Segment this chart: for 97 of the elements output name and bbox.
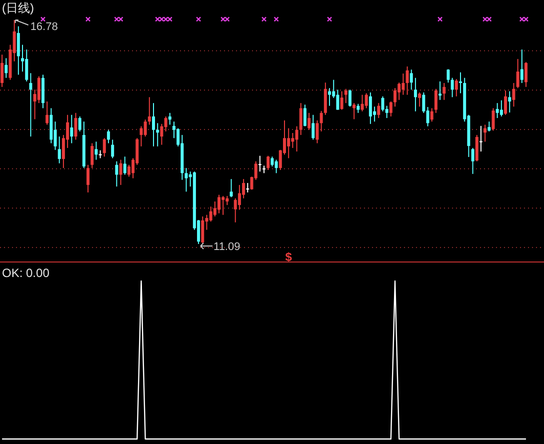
candlestick	[156, 122, 160, 147]
candlestick	[340, 90, 344, 110]
candlestick	[516, 58, 520, 89]
candlestick	[389, 100, 392, 117]
candlestick	[450, 77, 454, 98]
candlestick	[201, 216, 204, 244]
candlestick	[217, 194, 220, 214]
candlestick	[86, 164, 90, 193]
candlestick	[106, 129, 110, 144]
candlestick	[4, 58, 8, 78]
candlestick	[299, 102, 302, 136]
candlestick	[438, 80, 442, 100]
candlestick	[328, 88, 332, 106]
candlestick	[488, 121, 491, 132]
candlestick	[144, 119, 147, 138]
candlestick	[0, 54, 4, 88]
candlestick	[123, 156, 126, 176]
candlestick	[111, 139, 114, 159]
candlestick	[356, 103, 360, 114]
chart-title: (日线)	[2, 1, 34, 15]
candlestick	[90, 142, 94, 169]
candlestick	[492, 108, 495, 132]
candlestick	[381, 96, 384, 112]
candlestick	[168, 112, 172, 126]
candlestick	[454, 78, 458, 97]
candlestick	[37, 76, 40, 104]
candlestick	[184, 168, 188, 192]
candlestick	[500, 100, 503, 117]
candlestick	[344, 88, 348, 104]
candlestick	[140, 126, 143, 147]
candlestick	[479, 125, 482, 152]
candlestick	[377, 102, 380, 119]
candlestick	[58, 136, 61, 164]
candlestick	[209, 206, 212, 222]
candlestick	[274, 159, 278, 174]
candlestick	[303, 104, 306, 127]
candlestick	[402, 73, 405, 96]
candlestick	[312, 114, 315, 140]
candlestick	[258, 155, 262, 172]
chart-title: OK: 0.00	[2, 266, 50, 280]
candlestick	[520, 49, 524, 84]
candlestick	[226, 195, 229, 206]
candlestick	[127, 164, 130, 178]
candlestick	[458, 72, 462, 94]
candlestick	[316, 120, 319, 144]
candlestick	[238, 184, 241, 210]
candlestick	[295, 126, 298, 152]
candlestick	[475, 134, 478, 162]
candlestick	[46, 100, 49, 126]
candlestick	[308, 112, 311, 130]
candlestick	[418, 92, 422, 108]
candlestick	[270, 156, 274, 167]
candlestick	[484, 124, 487, 142]
candlestick	[230, 178, 233, 198]
candlestick	[213, 200, 216, 217]
candlestick	[364, 92, 368, 109]
candlestick	[152, 102, 155, 147]
candlestick	[414, 77, 417, 112]
candlestick	[119, 159, 122, 186]
candlestick	[360, 94, 364, 112]
candlestick	[222, 195, 225, 216]
candlestick	[348, 89, 352, 108]
candlestick	[524, 62, 528, 88]
candlestick	[406, 66, 409, 96]
candlestick	[102, 138, 106, 158]
candlestick	[78, 116, 82, 132]
candlestick	[29, 72, 32, 138]
candlestick	[352, 102, 356, 120]
candlestick	[471, 147, 474, 174]
candlestick	[394, 88, 397, 108]
candlestick	[94, 141, 98, 160]
annotation: 11.09	[214, 241, 240, 253]
candlestick	[266, 155, 270, 170]
candlestick	[115, 160, 118, 188]
candlestick	[25, 49, 28, 82]
annotation: 16.78	[30, 21, 58, 33]
text: $	[285, 250, 292, 264]
candlestick	[508, 90, 512, 114]
candlestick	[287, 128, 290, 159]
candlestick	[446, 68, 450, 84]
candlestick	[430, 108, 434, 122]
candlestick	[70, 114, 74, 144]
candlestick	[320, 110, 323, 132]
candlestick	[398, 82, 401, 100]
candlestick	[496, 102, 499, 119]
candlestick	[74, 112, 78, 140]
candlestick	[246, 182, 250, 193]
candlestick	[368, 92, 372, 124]
candlestick	[410, 69, 413, 90]
candlestick	[504, 90, 508, 116]
candlestick	[16, 26, 20, 76]
candlestick	[336, 89, 340, 110]
candlestick	[512, 82, 516, 108]
candlestick	[434, 88, 438, 114]
candlestick	[442, 82, 446, 100]
candlestick	[148, 96, 151, 126]
candlestick	[291, 132, 294, 148]
